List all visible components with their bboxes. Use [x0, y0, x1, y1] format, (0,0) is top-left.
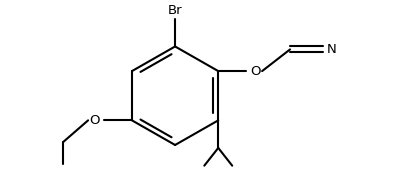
Text: O: O	[90, 114, 100, 127]
Text: Br: Br	[168, 4, 182, 17]
Text: O: O	[250, 65, 261, 78]
Text: N: N	[327, 43, 337, 56]
